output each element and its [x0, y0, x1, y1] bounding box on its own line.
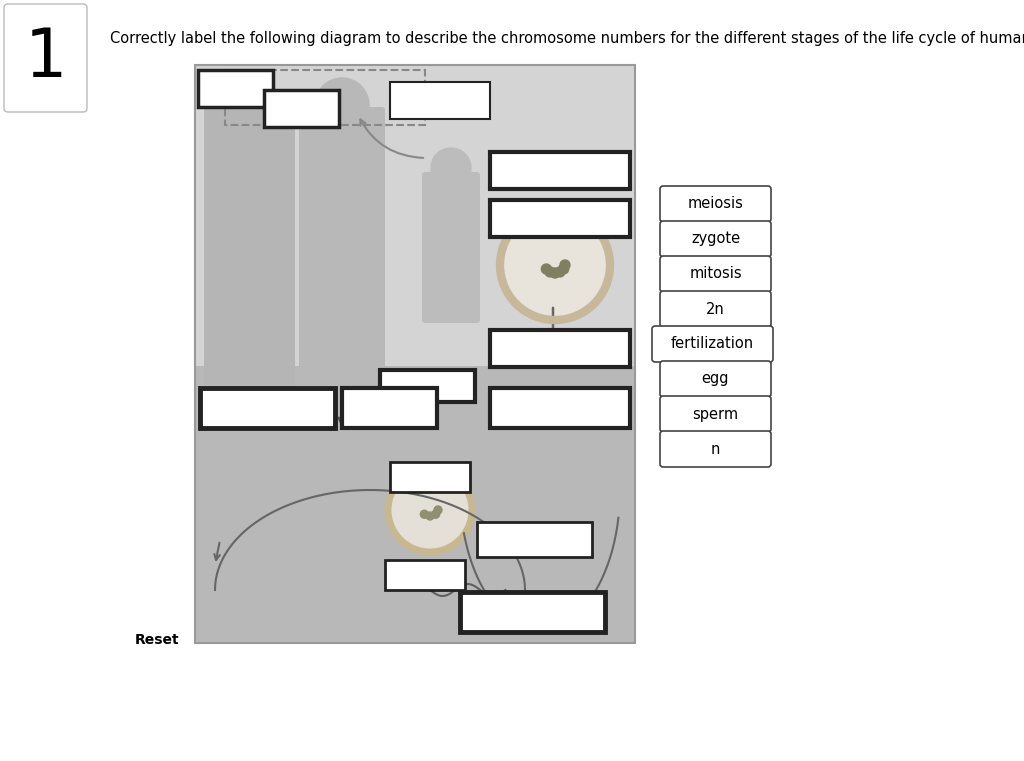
- Bar: [390, 82, 490, 119]
- FancyBboxPatch shape: [660, 186, 771, 222]
- Text: 1: 1: [25, 25, 67, 91]
- FancyBboxPatch shape: [652, 326, 773, 362]
- Circle shape: [221, 77, 278, 133]
- Bar: [200, 388, 335, 428]
- FancyBboxPatch shape: [660, 221, 771, 257]
- Bar: [385, 560, 465, 590]
- Circle shape: [431, 148, 471, 188]
- Text: Correctly label the following diagram to describe the chromosome numbers for the: Correctly label the following diagram to…: [110, 30, 1024, 46]
- FancyBboxPatch shape: [660, 431, 771, 467]
- Text: fertilization: fertilization: [671, 336, 754, 352]
- Text: egg: egg: [701, 371, 729, 387]
- FancyBboxPatch shape: [4, 4, 87, 112]
- FancyArrowPatch shape: [339, 403, 345, 425]
- Bar: [195, 365, 635, 643]
- Text: sperm: sperm: [692, 406, 738, 422]
- Text: zygote: zygote: [691, 231, 740, 247]
- Bar: [490, 388, 630, 428]
- Text: Reset: Reset: [135, 633, 179, 647]
- Circle shape: [432, 510, 439, 518]
- Text: n: n: [711, 441, 720, 457]
- FancyBboxPatch shape: [299, 107, 385, 398]
- Bar: [195, 65, 635, 643]
- Circle shape: [420, 510, 428, 518]
- Circle shape: [315, 78, 369, 132]
- FancyBboxPatch shape: [660, 361, 771, 397]
- Bar: [477, 522, 592, 557]
- FancyBboxPatch shape: [660, 256, 771, 292]
- Bar: [198, 70, 273, 107]
- Bar: [490, 152, 630, 189]
- Circle shape: [559, 264, 568, 274]
- Circle shape: [555, 267, 565, 277]
- Bar: [225, 70, 425, 125]
- Bar: [490, 200, 630, 237]
- Circle shape: [550, 268, 560, 278]
- FancyArrowPatch shape: [246, 403, 252, 425]
- Bar: [195, 65, 635, 365]
- Circle shape: [542, 264, 551, 274]
- Bar: [264, 90, 339, 127]
- Circle shape: [560, 260, 570, 270]
- Circle shape: [500, 210, 610, 320]
- Bar: [390, 462, 470, 492]
- Circle shape: [426, 512, 434, 520]
- Bar: [460, 592, 605, 632]
- Circle shape: [545, 267, 555, 277]
- Bar: [380, 370, 475, 402]
- Bar: [490, 330, 630, 367]
- Circle shape: [434, 506, 442, 514]
- FancyBboxPatch shape: [660, 396, 771, 432]
- FancyBboxPatch shape: [422, 172, 480, 323]
- Text: meiosis: meiosis: [687, 196, 743, 212]
- Bar: [342, 388, 437, 428]
- Circle shape: [388, 468, 472, 552]
- Text: mitosis: mitosis: [689, 266, 741, 282]
- FancyBboxPatch shape: [204, 107, 295, 398]
- FancyBboxPatch shape: [660, 291, 771, 327]
- Text: 2n: 2n: [707, 301, 725, 317]
